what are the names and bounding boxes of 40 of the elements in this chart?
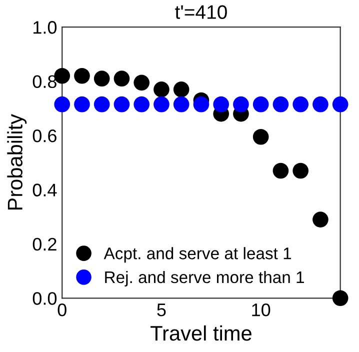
point xyxy=(312,212,328,228)
y-tick-label: 0.6 xyxy=(32,129,56,142)
x-tick-label: 0 xyxy=(58,303,66,316)
y-tick-label: 1.0 xyxy=(34,21,57,34)
point xyxy=(134,96,150,112)
point xyxy=(312,96,328,112)
legend-label: Acpt. and serve at least 1 xyxy=(104,247,292,263)
point xyxy=(54,96,70,112)
y-tick-label: 0.4 xyxy=(32,184,57,196)
point xyxy=(272,162,289,179)
point xyxy=(213,96,230,112)
point xyxy=(193,96,210,112)
point xyxy=(154,82,170,98)
point xyxy=(332,96,348,112)
point xyxy=(332,290,348,306)
legend-label: Rej. and serve more than 1 xyxy=(105,270,304,286)
point xyxy=(94,70,110,87)
x-axis-title: Travel time xyxy=(150,325,252,341)
point xyxy=(114,70,130,87)
y-tick-label: 0.8 xyxy=(32,75,56,88)
point xyxy=(114,96,130,112)
point xyxy=(74,96,90,112)
point xyxy=(134,74,150,91)
point xyxy=(233,96,249,112)
y-axis-title: Probability xyxy=(7,114,27,210)
point xyxy=(252,128,269,145)
point xyxy=(154,96,170,112)
point xyxy=(252,96,269,112)
point xyxy=(94,96,110,112)
point xyxy=(173,82,190,98)
point xyxy=(292,162,309,179)
y-tick-label: 0.0 xyxy=(32,292,57,305)
chart-title: t'=410 xyxy=(175,5,227,19)
y-tick-label: 0.2 xyxy=(32,238,56,251)
point xyxy=(74,68,90,84)
point xyxy=(292,96,309,112)
point xyxy=(272,96,289,112)
point xyxy=(173,96,190,112)
x-tick-label: 5 xyxy=(157,304,166,316)
x-tick-label: 10 xyxy=(252,303,270,316)
